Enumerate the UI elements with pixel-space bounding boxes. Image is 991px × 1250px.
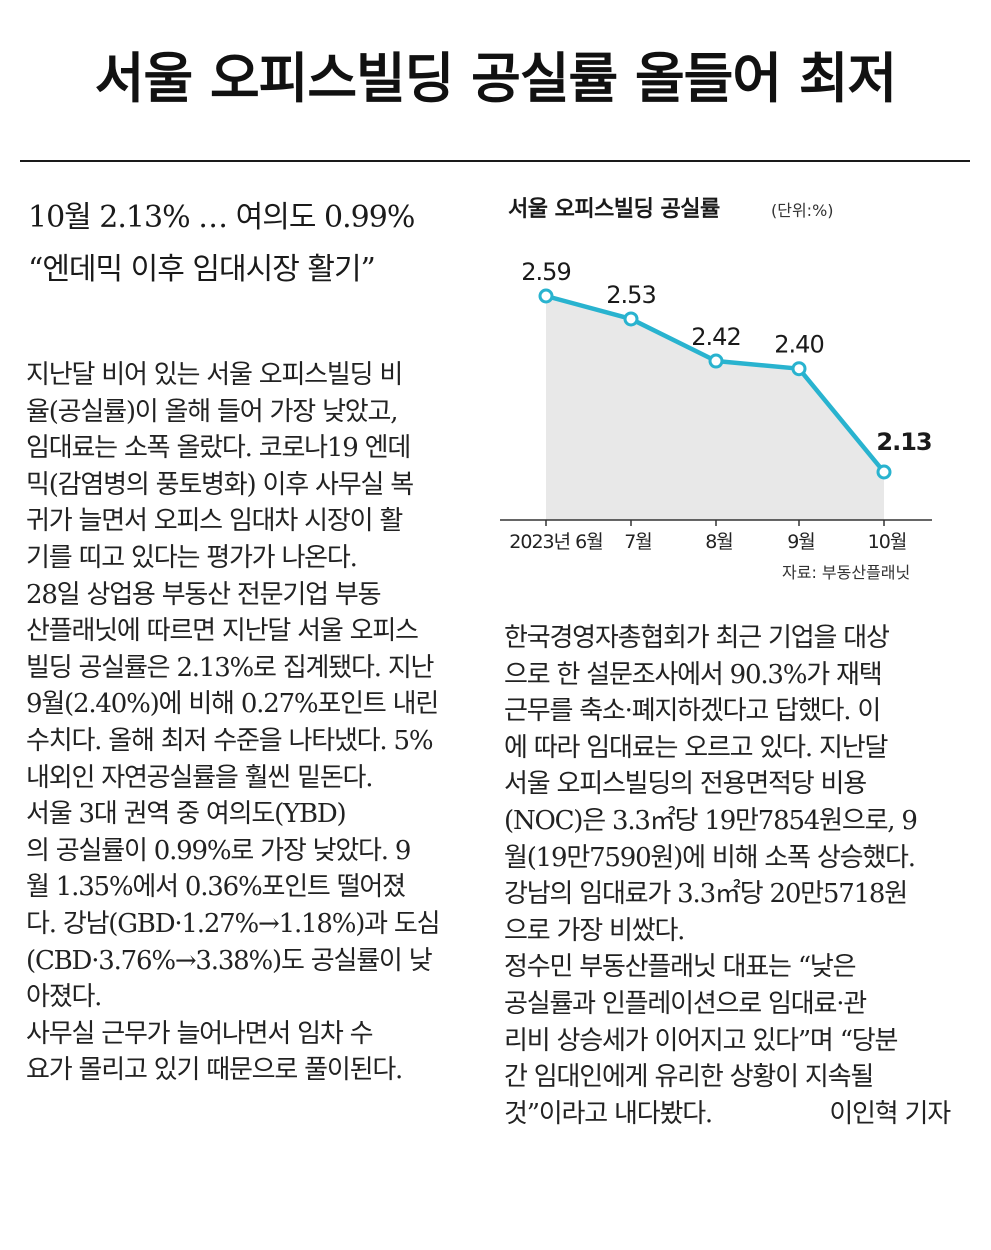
text-line-end: 것”이라고 내다봤다.: [504, 1098, 713, 1129]
text-line: 월(19만7590원)에 비해 소폭 상승했다.: [504, 842, 916, 873]
byline: 이인혁 기자: [829, 1098, 951, 1129]
text-line: 사무실 근무가 늘어나면서 임차 수: [26, 1018, 374, 1049]
data-point: [876, 464, 892, 480]
text-line: 한국경영자총협회가 최근 기업을 대상: [504, 623, 890, 653]
data-point: [538, 288, 554, 304]
chart-area-fill: [546, 296, 884, 520]
chart-title: 서울 오피스빌딩 공실률: [508, 197, 720, 222]
vacancy-rate-chart: 2.59 2.53 2.42 2.40 2.13 2023년 6월 7월 8월 9월 10월: [500, 258, 933, 553]
text-line: 수치다. 올해 최저 수준을 나타냈다. 5%: [26, 725, 434, 756]
data-label: 2.40: [774, 331, 823, 359]
text-line: 으로 한 설문조사에서 90.3%가 재택: [504, 659, 883, 690]
text-line: 요가 몰리고 있기 때문으로 풀이된다.: [26, 1055, 403, 1086]
text-line: 임대료는 소폭 올랐다. 코로나19 엔데: [26, 433, 411, 464]
x-tick-label: 7월: [624, 531, 652, 553]
x-tick-label: 2023년 6월: [509, 531, 602, 553]
subhead-line: 10월 2.13% … 여의도 0.99%: [28, 200, 415, 235]
text-line: 월 1.35%에서 0.36%포인트 떨어졌: [26, 872, 406, 903]
chart-source: 자료: 부동산플래닛: [782, 563, 911, 582]
text-line: 율(공실률)이 올해 들어 가장 낮았고,: [26, 396, 398, 427]
text-line: 정수민 부동산플래닛 대표는 “낮은: [504, 952, 857, 983]
subhead-line: “엔데믹 이후 임대시장 활기”: [28, 252, 376, 287]
text-line: 에 따라 임대료는 오르고 있다. 지난달: [504, 732, 888, 763]
headline-rule: [20, 160, 970, 162]
text-line: 공실률과 인플레이션으로 임대료·관: [504, 988, 867, 1019]
text-line: 아졌다.: [26, 982, 102, 1013]
text-line: 내외인 자연공실률을 훨씬 밑돈다.: [26, 762, 374, 793]
x-tick-label: 8월: [705, 531, 733, 553]
text-line: (CBD·3.76%→3.38%)도 공실률이 낮: [26, 945, 433, 976]
text-line: 28일 상업용 부동산 전문기업 부동: [26, 579, 382, 610]
data-label: 2.42: [691, 323, 740, 351]
text-line: 산플래닛에 따르면 지난달 서울 오피스: [26, 616, 419, 647]
data-label: 2.53: [606, 281, 655, 309]
data-point: [623, 311, 639, 327]
x-tick-label: 9월: [787, 531, 815, 553]
text-line: 서울 3대 권역 중 여의도(YBD): [26, 799, 347, 830]
text-line: 서울 오피스빌딩의 전용면적당 비용: [504, 769, 867, 800]
text-line: 근무를 축소·폐지하겠다고 답했다. 이: [504, 696, 881, 727]
text-line: 다. 강남(GBD·1.27%→1.18%)과 도심: [26, 908, 441, 939]
text-line: (NOC)은 3.3㎡당 19만7854원으로, 9: [504, 805, 918, 836]
text-line: 빌딩 공실률은 2.13%로 집계됐다. 지난: [26, 652, 434, 683]
text-line: 강남의 임대료가 3.3㎡당 20만5718원: [504, 879, 908, 910]
text-line: 기를 띠고 있다는 평가가 나온다.: [26, 542, 358, 573]
article-left-column: 지난달 비어 있는 서울 오피스빌딩 비 율(공실률)이 올해 들어 가장 낮았…: [26, 357, 466, 1089]
headline: 서울 오피스빌딩 공실률 올들어 최저: [94, 47, 897, 110]
text-line: 믹(감염병의 풍토병화) 이후 사무실 복: [26, 469, 414, 500]
subhead: 10월 2.13% … 여의도 0.99% “엔데믹 이후 임대시장 활기”: [28, 192, 448, 296]
text-line: 의 공실률이 0.99%로 가장 낮았다. 9: [26, 835, 411, 866]
x-tick-label: 10월: [868, 531, 907, 553]
data-label: 2.13: [876, 428, 931, 456]
data-point: [791, 361, 807, 377]
data-label: 2.59: [521, 258, 570, 286]
text-line: 리비 상승세가 이어지고 있다”며 “당분: [504, 1025, 898, 1056]
article-right-column: 한국경영자총협회가 최근 기업을 대상 으로 한 설문조사에서 90.3%가 재…: [504, 620, 951, 1133]
text-line: 귀가 늘면서 오피스 임대차 시장이 활: [26, 506, 403, 537]
chart-unit: (단위:%): [771, 201, 834, 220]
text-line: 지난달 비어 있는 서울 오피스빌딩 비: [26, 360, 403, 390]
text-line: 것”이라고 내다봤다. 이인혁 기자: [504, 1096, 951, 1133]
text-line: 간 임대인에게 유리한 상황이 지속될: [504, 1062, 874, 1093]
text-line: 으로 가장 비쌌다.: [504, 915, 685, 946]
text-line: 9월(2.40%)에 비해 0.27%포인트 내린: [26, 689, 439, 720]
data-point: [708, 353, 724, 369]
